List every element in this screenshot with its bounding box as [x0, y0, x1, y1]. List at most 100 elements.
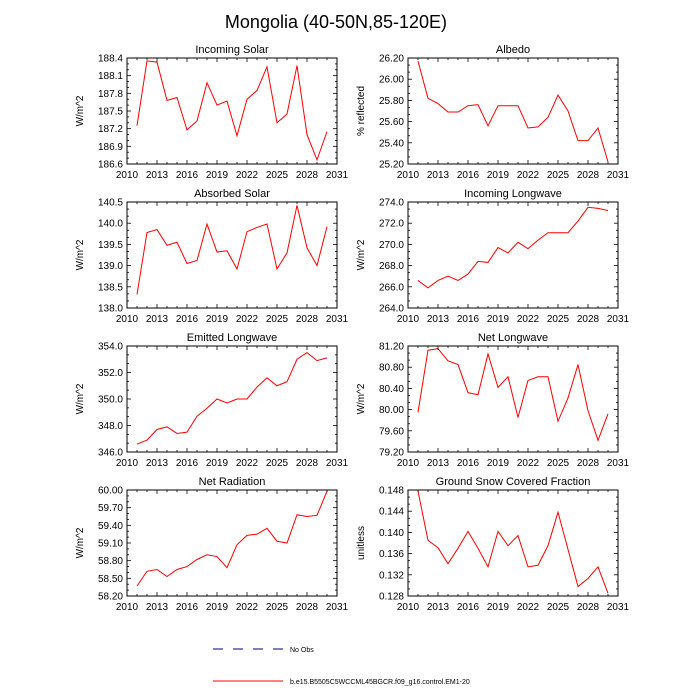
y-tick-label: 346.0 [98, 448, 123, 459]
y-axis-label: W/m^2 [356, 239, 367, 270]
x-tick-label: 2025 [547, 458, 570, 469]
series-line [136, 490, 328, 587]
y-tick-label: 354.0 [98, 342, 123, 353]
x-tick-label: 2010 [116, 602, 139, 613]
plot-frame [407, 57, 619, 165]
y-axis-label: W/m^2 [75, 95, 86, 126]
series-line [136, 205, 328, 295]
y-tick-label: 188.4 [98, 54, 123, 65]
panel-incoming-longwave: Incoming Longwave 2010 2013 2016 2019 2022 202… [356, 188, 630, 325]
x-tick-label: 2019 [206, 458, 229, 469]
panel-ground-snow-covered-fraction: Ground Snow Covered Fraction 2010 2013 2016… [356, 476, 630, 613]
x-tick-label: 2010 [397, 170, 420, 181]
plot-frame [407, 345, 619, 453]
y-tick-label: 59.10 [98, 539, 123, 550]
series-line [417, 206, 609, 289]
x-tick-label: 2028 [577, 602, 600, 613]
x-tick-label: 2016 [176, 314, 199, 325]
plot-frame [126, 201, 338, 309]
y-tick-label: 58.80 [98, 556, 123, 567]
x-tick-label: 2031 [607, 458, 630, 469]
y-tick-label: 187.5 [98, 107, 123, 118]
legend-model-label: b.e15.B5505C5WCCML45BGCR.f09_g16.control… [290, 679, 470, 686]
y-tick-label: 0.132 [379, 570, 404, 581]
x-tick-label: 2022 [236, 602, 259, 613]
y-tick-label: 0.128 [379, 592, 404, 603]
y-tick-label: 79.60 [379, 426, 404, 437]
y-tick-label: 25.80 [379, 96, 404, 107]
x-tick-label: 2028 [296, 458, 319, 469]
x-tick-label: 2028 [577, 314, 600, 325]
x-tick-label: 2025 [547, 170, 570, 181]
y-tick-label: 139.0 [98, 261, 123, 272]
plot-frame [126, 489, 338, 597]
y-tick-label: 266.0 [379, 282, 404, 293]
x-tick-label: 2010 [397, 602, 420, 613]
x-tick-label: 2013 [427, 170, 450, 181]
x-tick-label: 2019 [487, 458, 510, 469]
x-tick-label: 2019 [206, 170, 229, 181]
y-tick-label: 0.136 [379, 549, 404, 560]
series-group [417, 61, 609, 163]
y-tick-label: 139.5 [98, 240, 123, 251]
x-tick-label: 2010 [116, 314, 139, 325]
y-tick-label: 59.70 [98, 503, 123, 514]
series-line [417, 490, 609, 594]
y-tick-label: 140.5 [98, 198, 123, 209]
x-tick-label: 2010 [397, 458, 420, 469]
panel-title: Absorbed Solar [194, 188, 270, 200]
x-tick-label: 2013 [427, 314, 450, 325]
plot-frame [126, 345, 338, 453]
y-tick-label: 26.00 [379, 75, 404, 86]
x-tick-label: 2016 [457, 602, 480, 613]
x-tick-label: 2016 [457, 314, 480, 325]
series-group [417, 490, 609, 594]
x-tick-label: 2013 [427, 602, 450, 613]
panel-absorbed-solar: Absorbed Solar 2010 2013 2016 2019 2022 2025 20… [75, 188, 349, 325]
x-tick-label: 2022 [236, 314, 259, 325]
y-tick-label: 272.0 [379, 219, 404, 230]
y-tick-label: 0.148 [379, 486, 404, 497]
x-tick-label: 2031 [326, 170, 349, 181]
panel-net-radiation: Net Radiation 2010 2013 2016 2019 2022 2025 202… [75, 476, 349, 613]
y-tick-label: 270.0 [379, 240, 404, 251]
series-line [417, 61, 609, 163]
x-tick-label: 2013 [146, 458, 169, 469]
y-tick-label: 138.0 [98, 304, 123, 315]
y-tick-label: 79.20 [379, 448, 404, 459]
x-tick-label: 2016 [176, 602, 199, 613]
y-tick-label: 80.40 [379, 384, 404, 395]
series-line [136, 60, 328, 162]
x-tick-label: 2022 [236, 458, 259, 469]
plot-frame [126, 57, 338, 165]
y-tick-label: 0.144 [379, 507, 404, 518]
series-line [417, 348, 609, 442]
panel-title: Incoming Longwave [464, 188, 562, 200]
x-tick-label: 2025 [547, 314, 570, 325]
x-tick-label: 2022 [517, 458, 540, 469]
x-tick-label: 2025 [266, 314, 289, 325]
x-tick-label: 2016 [176, 170, 199, 181]
y-tick-label: 350.0 [98, 395, 123, 406]
x-tick-label: 2028 [296, 170, 319, 181]
panel-title: Incoming Solar [195, 44, 269, 56]
x-tick-label: 2016 [457, 458, 480, 469]
panel-incoming-solar: Incoming Solar 2010 2013 2016 2019 2022 2025 20… [75, 44, 349, 181]
y-tick-label: 25.40 [379, 138, 404, 149]
y-tick-label: 187.2 [98, 124, 123, 135]
plot-frame [407, 201, 619, 309]
y-tick-label: 140.0 [98, 219, 123, 230]
y-tick-label: 80.00 [379, 405, 404, 416]
y-axis-label: W/m^2 [75, 527, 86, 558]
x-tick-label: 2010 [116, 170, 139, 181]
y-tick-label: 58.20 [98, 592, 123, 603]
x-tick-label: 2013 [146, 602, 169, 613]
panel-title: Emitted Longwave [187, 332, 278, 344]
y-tick-label: 81.20 [379, 342, 404, 353]
x-tick-label: 2013 [146, 314, 169, 325]
y-axis-label: W/m^2 [75, 239, 86, 270]
y-axis-label: % reflected [356, 86, 367, 136]
y-tick-label: 25.60 [379, 117, 404, 128]
panel-title: Albedo [496, 44, 530, 56]
x-tick-label: 2025 [266, 458, 289, 469]
